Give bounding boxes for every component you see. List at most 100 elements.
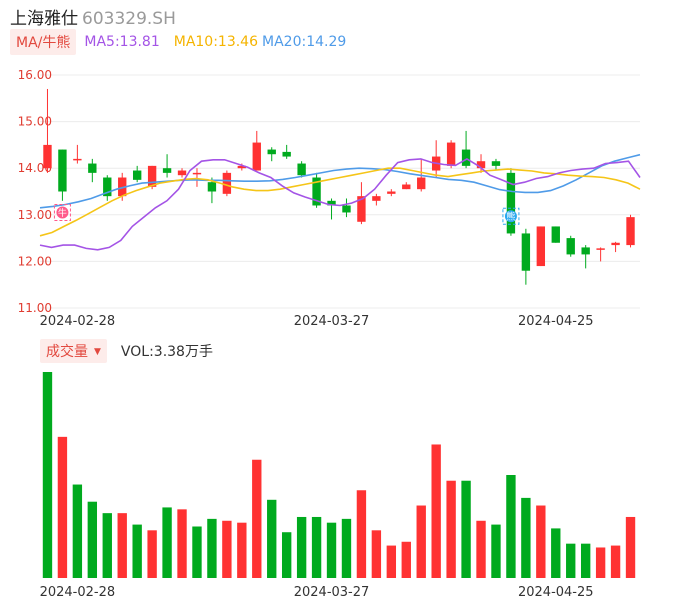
candle-body [566,238,575,255]
candle-body [491,161,501,166]
bull-marker-frame [53,203,71,221]
volume-bar [267,499,277,578]
candle-body [58,149,67,192]
y-tick-label: 11.00 [18,301,52,315]
y-tick-label: 15.00 [18,115,52,129]
volume-bar [162,507,172,578]
candle-body [267,149,276,155]
volume-bar [536,505,546,578]
candle-body [192,172,202,175]
candle-body [88,163,97,173]
volume-bar [42,372,53,578]
stock-header: 上海雅仕 603329.SH [10,4,176,29]
y-tick-label: 16.00 [18,68,52,82]
candle-body [551,226,560,243]
x-tick-label: 2024-04-25 [518,585,594,600]
volume-bar [566,543,576,578]
ma-bullbear-tab[interactable]: MA/牛熊 [10,29,77,55]
candle-body [297,163,306,176]
candle-body [282,151,291,157]
ma5-line [39,157,641,251]
volume-bar [595,547,606,578]
bull-marker-label: 牛 [58,207,67,219]
candle-body [372,196,381,201]
candle-body [387,191,396,194]
candle-body [43,144,52,169]
candle-body [446,142,456,166]
volume-bar [87,501,98,578]
candle-body [147,165,157,187]
volume-bar [356,490,367,578]
volume-bar [132,524,142,578]
candle-body [581,247,590,255]
volume-bar [625,516,636,578]
volume-indicator-dropdown[interactable]: 成交量 ▼ [40,339,107,363]
ma10-label: MA10:13.46 [173,34,259,50]
volume-bar [192,526,202,578]
ma5-label: MA5:13.81 [84,34,160,50]
volume-bar [252,459,262,578]
bear-marker-label: 熊 [506,211,515,223]
volume-bar [580,543,591,578]
x-tick-label: 2024-02-28 [40,314,116,329]
candle-body [73,158,82,161]
x-tick-label: 2024-02-28 [40,585,116,600]
x-tick-label: 2024-03-27 [294,585,370,600]
volume-bar [431,444,441,578]
volume-bar [207,518,217,578]
volume-bar [72,484,83,578]
volume-indicator-label: 成交量 [46,344,88,360]
volume-bar [521,497,531,578]
volume-value-label: VOL:3.38万手 [120,344,213,360]
dropdown-triangle-icon: ▼ [94,347,101,357]
volume-bar [281,532,292,578]
ma20-label: MA20:14.29 [262,34,347,50]
volume-bar [117,513,127,578]
volume-bar [551,528,561,578]
ma-legend: MA/牛熊 MA5:13.81 MA10:13.46 MA20:14.29 [10,29,346,55]
volume-bar [326,522,337,578]
stock-code: 603329.SH [82,9,176,29]
candle-body [626,217,635,246]
ma20-line [39,153,641,209]
volume-bar [401,541,411,578]
candle-body [596,248,605,250]
volume-bar [341,518,352,578]
candle-body [312,177,321,206]
candle-body [536,226,546,267]
candle-body [476,161,486,169]
candle-body [402,184,411,190]
volume-bar [222,520,232,578]
ma10-line [39,167,641,237]
candle-body [237,165,247,169]
volume-bar [147,530,157,578]
volume-bar [476,520,486,578]
candle-body [177,170,187,176]
candle-body [357,196,366,222]
volume-bar [296,516,307,578]
candle-body [207,182,217,192]
candle-body [132,170,142,180]
volume-bar [446,480,456,578]
bull-marker-icon [56,206,69,219]
volume-bar [57,436,68,578]
volume-bar [386,545,397,578]
candle-body [506,172,516,234]
volume-legend: 成交量 ▼ VOL:3.38万手 [40,339,213,363]
candle-body [342,205,351,213]
candle-body [461,149,471,166]
candle-body [327,200,336,206]
volume-bar [237,522,247,578]
candle-body [417,177,426,190]
candle-body [222,172,232,194]
candle-body [611,242,620,246]
x-tick-label: 2024-04-25 [518,314,594,329]
volume-bar [416,505,426,578]
candle-body [252,142,261,171]
volume-bar [491,524,501,578]
volume-bar [177,509,187,578]
bear-marker-icon [504,210,517,223]
bear-marker-frame [502,207,520,225]
candle-body [521,233,531,271]
